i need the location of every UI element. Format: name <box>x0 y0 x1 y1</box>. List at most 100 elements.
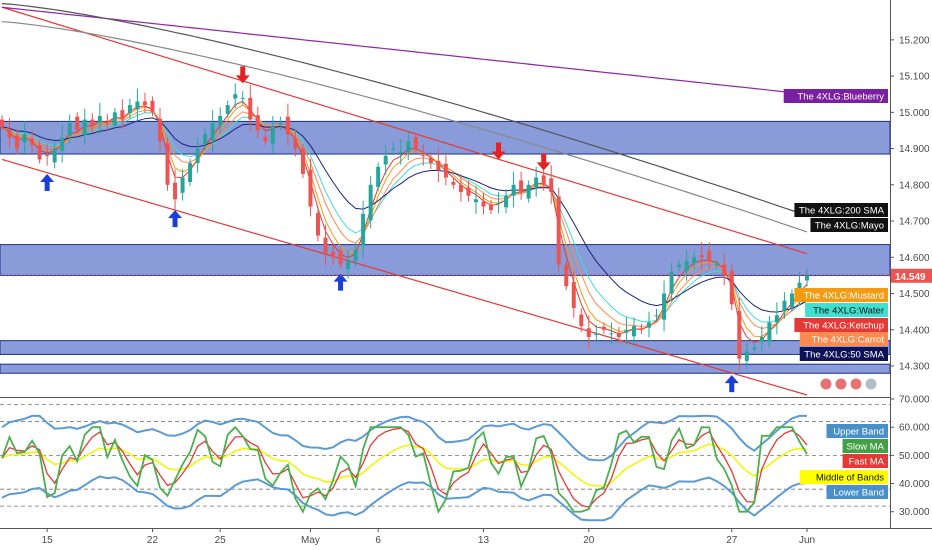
candle-body <box>368 184 373 221</box>
candle-body <box>165 143 170 185</box>
zone <box>0 120 891 155</box>
series-label-bg <box>810 218 888 232</box>
event-flag-icon <box>834 377 848 391</box>
osc-series-label-bg <box>799 470 888 484</box>
time-tick-label: 22 <box>147 535 159 546</box>
candle-body <box>60 137 65 151</box>
candle-body <box>300 148 305 174</box>
osc-series-label-bg <box>842 454 888 468</box>
candle-body <box>22 134 27 143</box>
series-label: The 4XLG:Blueberry <box>797 92 884 103</box>
candle-body <box>436 160 441 171</box>
zone <box>0 340 891 355</box>
candle-body <box>293 138 298 149</box>
time-tick-label: 13 <box>478 535 490 546</box>
candle-body <box>225 105 230 114</box>
candle-body <box>135 101 140 110</box>
candle-body <box>564 264 569 287</box>
candle-body <box>391 148 396 150</box>
blueberry-line <box>1 6 808 95</box>
candle-body <box>421 155 426 157</box>
candle-body <box>631 326 636 337</box>
candle-body <box>443 163 448 178</box>
series-label-bg <box>805 303 888 317</box>
candle-body <box>789 293 794 308</box>
candle-body <box>255 115 260 131</box>
candle-body <box>413 136 418 149</box>
candle-body <box>173 182 178 200</box>
osc-series-label: Middle of Bands <box>816 473 884 484</box>
time-tick-label: May <box>301 535 320 546</box>
candle-body <box>594 333 599 335</box>
time-tick-label: 25 <box>215 535 227 546</box>
candle-body <box>30 138 35 145</box>
arrow-shape <box>491 142 506 160</box>
zone <box>0 244 891 276</box>
price-tick-label: 14.400 <box>899 325 930 336</box>
lower-band-line <box>1 475 808 522</box>
candles <box>0 83 809 371</box>
candle-body <box>684 260 689 272</box>
osc-tick-label: 30.000 <box>899 507 930 518</box>
series-label-bg <box>794 203 888 217</box>
candle-body <box>383 155 388 165</box>
candle-body <box>338 250 343 265</box>
osc-series-label: Slow MA <box>847 442 885 453</box>
ma-line <box>1 117 808 313</box>
sma200-line <box>1 3 808 217</box>
price-tick-label: 14.500 <box>899 289 930 300</box>
candle-body <box>466 187 471 196</box>
candle-body <box>188 163 193 182</box>
candle-body <box>263 136 268 142</box>
candle-body <box>37 144 42 160</box>
price-tick-label: 14.600 <box>899 253 930 264</box>
candle-body <box>511 184 516 196</box>
osc-series-label: Upper Band <box>833 427 884 438</box>
candle-body <box>526 184 531 199</box>
arrow-shape <box>168 210 183 228</box>
series-label: The 4XLG:Water <box>813 306 884 317</box>
time-tick-label: 27 <box>726 535 738 546</box>
arrow-shape <box>235 66 250 84</box>
zone <box>0 363 891 374</box>
trendline <box>1 158 808 396</box>
time-tick-label: Jun <box>799 535 815 546</box>
series-label-bg <box>794 318 888 332</box>
series-label-bg <box>783 89 888 103</box>
last-price-value: 14.549 <box>895 272 926 283</box>
osc-series-label-bg <box>842 439 888 453</box>
price-tick-label: 15.100 <box>899 72 930 83</box>
up-arrow-icon <box>333 273 348 291</box>
candle-body <box>157 118 162 142</box>
candle-body <box>82 119 87 135</box>
candle-body <box>662 293 667 320</box>
down-arrow-icon <box>536 153 551 171</box>
trend-channel <box>1 6 808 396</box>
osc-series-label-bg <box>826 485 888 499</box>
candle-body <box>616 333 621 338</box>
candle-body <box>519 180 524 193</box>
series-label: The 4XLG:50 SMA <box>804 350 884 361</box>
candle-body <box>398 152 403 154</box>
candle-body <box>428 158 433 164</box>
candle-body <box>489 204 494 211</box>
series-label: The 4XLG:Mayo <box>815 221 884 232</box>
candle-body <box>323 237 328 254</box>
osc-series-label-bg <box>826 424 888 438</box>
candle-body <box>278 123 283 125</box>
trendline <box>1 6 808 255</box>
candle-body <box>707 250 712 261</box>
candle-body <box>677 264 682 268</box>
candle-body <box>722 264 727 276</box>
price-tick-label: 14.300 <box>899 362 930 373</box>
candle-body <box>624 329 629 333</box>
candle-body <box>767 322 772 342</box>
candle-body <box>774 315 779 323</box>
series-label-bg <box>799 347 888 361</box>
price-tick-label: 15.000 <box>899 108 930 119</box>
candle-body <box>127 105 132 114</box>
series-label: The 4XLG:Carrot <box>812 335 885 346</box>
candle-body <box>496 202 501 204</box>
arrow-shape <box>536 153 551 171</box>
